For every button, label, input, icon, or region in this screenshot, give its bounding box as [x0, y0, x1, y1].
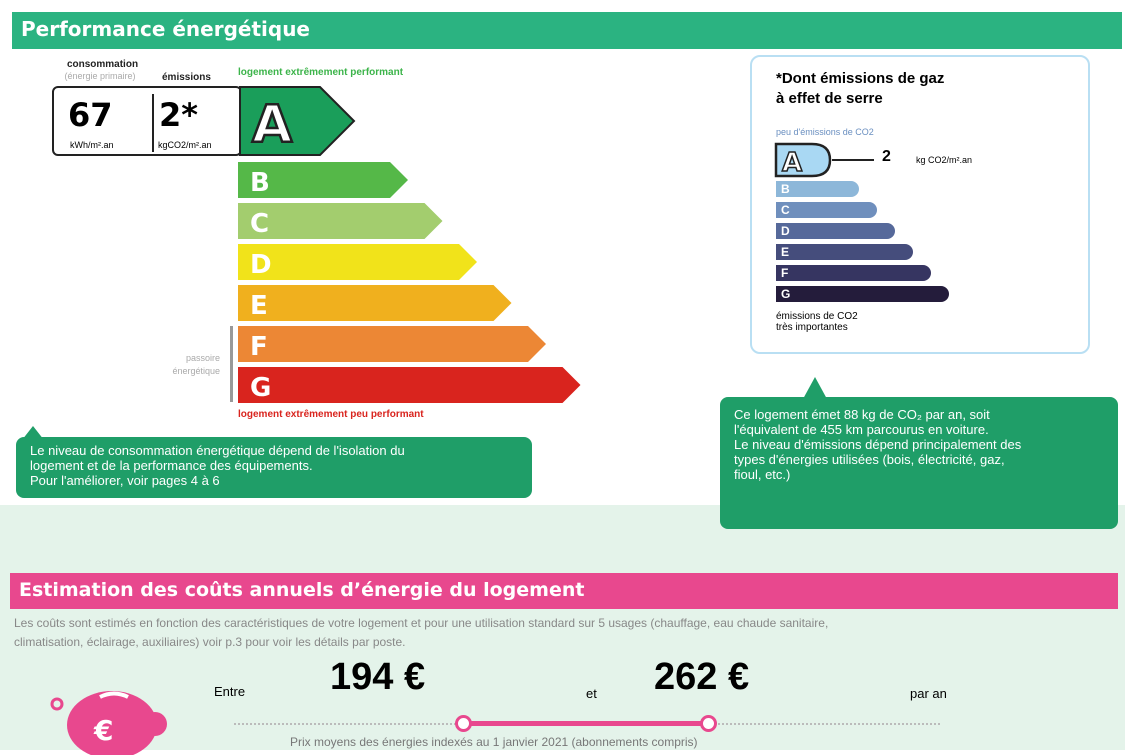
callout-line: types d'énergies utilisées (bois, électr… [734, 452, 1005, 467]
cost-max-marker [700, 715, 717, 732]
desc-line: Les coûts sont estimés en fonction des c… [14, 616, 829, 630]
ges-class-a: A [774, 142, 832, 178]
svg-text:€: € [93, 714, 113, 747]
ges-top-label: peu d'émissions de CO2 [776, 127, 874, 137]
callout-line: fioul, etc.) [734, 467, 791, 482]
costs-header: Estimation des coûts annuels d’énergie d… [10, 573, 1118, 609]
ges-class-b-bar: B [776, 181, 859, 197]
callout-line: Ce logement émet 88 kg de CO₂ par an, so… [734, 407, 990, 422]
callout-line: Le niveau de consommation énergétique dé… [30, 443, 405, 458]
passoire-bracket [230, 326, 233, 402]
class-c-bar: C [238, 203, 443, 239]
ges-title-line: à effet de serre [776, 90, 883, 107]
class-letter: F [250, 332, 268, 362]
emissions-value: 2* [159, 96, 198, 134]
ges-class-e-bar: E [776, 244, 913, 260]
bottom-performance-label: logement extrêmement peu performant [238, 409, 424, 420]
cost-min-marker [455, 715, 472, 732]
cost-max: 262 € [654, 656, 750, 698]
class-f-bar: F [238, 326, 546, 362]
cost-range-fill [463, 721, 708, 726]
ges-title-line: *Dont émissions de gaz [776, 70, 945, 87]
ges-callout-pointer [803, 377, 827, 399]
class-d-bar: D [238, 244, 477, 280]
price-note: Prix moyens des énergies indexés au 1 ja… [290, 735, 698, 749]
callout-pointer [22, 426, 44, 440]
ges-bottom-label: émissions de CO2 très importantes [776, 311, 858, 333]
ges-title: *Dont émissions de gaz à effet de serre [776, 69, 944, 109]
emissions-unit: kgCO2/m².an [158, 140, 212, 150]
class-letter: E [250, 291, 268, 321]
ges-callout: Ce logement émet 88 kg de CO₂ par an, so… [720, 397, 1118, 529]
dpe-callout: Le niveau de consommation énergétique dé… [16, 437, 532, 498]
ges-class-g-bar: G [776, 286, 949, 302]
between-label: Entre [214, 684, 246, 699]
callout-line: l'équivalent de 455 km parcourus en voit… [734, 422, 989, 437]
class-letter: G [250, 373, 271, 403]
consumption-sublabel: (énergie primaire) [64, 71, 136, 81]
desc-line: climatisation, éclairage, auxiliaires) v… [14, 635, 406, 649]
consumption-label: consommation [66, 59, 139, 70]
piggy-bank-icon: € [50, 691, 167, 755]
consumption-unit: kWh/m².an [70, 140, 114, 150]
and-label: et [586, 686, 597, 701]
ges-bottom-line: émissions de CO2 [776, 311, 858, 322]
passoire-label: passoire énergétique [172, 353, 220, 376]
class-e-bar: E [238, 285, 512, 321]
cost-min: 194 € [330, 656, 426, 698]
consumption-value: 67 [68, 96, 113, 134]
callout-line: Le niveau d'émissions dépend principalem… [734, 437, 1022, 452]
class-g-bar: G [238, 367, 581, 403]
class-b-bar: B [238, 162, 408, 198]
ges-unit: kg CO2/m².an [916, 155, 973, 165]
ges-value: 2 [882, 148, 891, 165]
dpe-value-box: 67 kWh/m².an 2* kgCO2/m².an [52, 86, 242, 156]
ges-panel: *Dont émissions de gaz à effet de serre … [750, 55, 1090, 354]
class-letter: D [250, 250, 272, 280]
performance-header: Performance énergétique [12, 12, 1122, 49]
callout-line: logement et de la performance des équipe… [30, 458, 313, 473]
per-year-label: par an [910, 686, 947, 701]
class-letter: B [250, 168, 270, 198]
costs-description: Les coûts sont estimés en fonction des c… [14, 614, 1114, 652]
class-a-letter: A [252, 95, 292, 155]
class-letter: C [250, 209, 269, 239]
callout-line: Pour l'améliorer, voir pages 4 à 6 [30, 473, 220, 488]
ges-class-d-bar: D [776, 223, 895, 239]
ges-bottom-line: très importantes [776, 322, 848, 333]
emissions-label: émissions [162, 72, 211, 83]
ges-connector [832, 159, 874, 161]
ges-class-c-bar: C [776, 202, 877, 218]
lower-section [0, 505, 1125, 750]
ges-class-f-bar: F [776, 265, 931, 281]
class-a-arrow: A [239, 86, 356, 156]
ges-class-a-letter: A [782, 148, 802, 178]
divider [152, 94, 154, 152]
top-performance-label: logement extrêmement performant [238, 67, 404, 78]
